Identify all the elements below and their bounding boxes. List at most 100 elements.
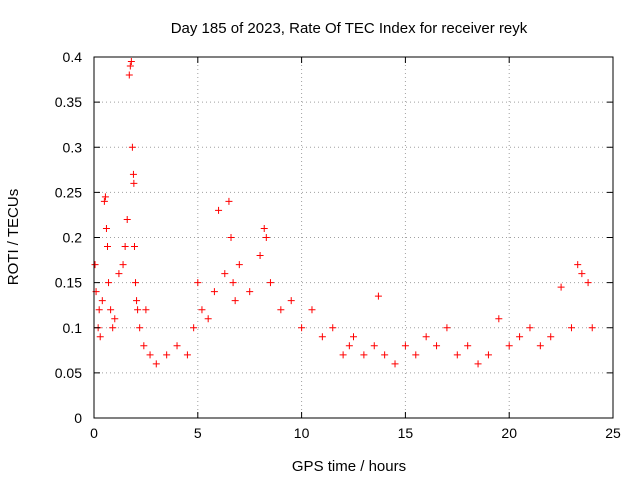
data-point bbox=[132, 279, 140, 287]
data-point bbox=[453, 351, 461, 359]
data-point bbox=[119, 261, 127, 269]
data-point bbox=[345, 342, 353, 350]
x-tick-label: 20 bbox=[501, 425, 517, 441]
data-point bbox=[412, 351, 420, 359]
data-point bbox=[422, 333, 430, 341]
y-tick-label: 0.1 bbox=[63, 320, 83, 336]
data-point bbox=[127, 58, 135, 66]
chart-title: Day 185 of 2023, Rate Of TEC Index for r… bbox=[171, 20, 528, 37]
data-point bbox=[221, 270, 229, 278]
data-point bbox=[125, 71, 133, 79]
data-point bbox=[266, 279, 274, 287]
data-point bbox=[547, 333, 555, 341]
data-point bbox=[260, 224, 268, 232]
data-point bbox=[229, 279, 237, 287]
data-point bbox=[516, 333, 524, 341]
data-point bbox=[126, 62, 134, 70]
data-point bbox=[101, 193, 109, 201]
data-point bbox=[134, 306, 142, 314]
data-point bbox=[262, 234, 270, 241]
data-point bbox=[204, 315, 212, 323]
data-point bbox=[98, 297, 106, 305]
data-point bbox=[360, 351, 368, 359]
data-point bbox=[287, 297, 295, 305]
data-point bbox=[190, 324, 198, 332]
data-point bbox=[227, 234, 235, 241]
data-point bbox=[142, 306, 150, 314]
data-point bbox=[173, 342, 181, 350]
data-point bbox=[567, 324, 575, 332]
x-tick-label: 0 bbox=[90, 425, 98, 441]
data-point bbox=[574, 261, 582, 269]
y-tick-label: 0.35 bbox=[55, 94, 82, 110]
data-point bbox=[474, 360, 482, 368]
data-point bbox=[526, 324, 534, 332]
data-point bbox=[129, 170, 137, 178]
data-point bbox=[391, 360, 399, 368]
data-point bbox=[152, 360, 160, 368]
data-point bbox=[433, 342, 441, 350]
data-point bbox=[111, 315, 119, 323]
data-point bbox=[578, 270, 586, 278]
y-tick-label: 0.05 bbox=[55, 365, 82, 381]
data-point bbox=[557, 283, 565, 291]
x-tick-label: 15 bbox=[398, 425, 414, 441]
data-point bbox=[194, 279, 202, 287]
y-tick-label: 0.15 bbox=[55, 275, 82, 291]
data-point bbox=[246, 288, 254, 296]
data-point bbox=[121, 243, 129, 251]
data-point bbox=[231, 297, 239, 305]
x-tick-label: 25 bbox=[605, 425, 621, 441]
data-point bbox=[536, 342, 544, 350]
data-point bbox=[130, 179, 138, 187]
data-point bbox=[91, 261, 99, 269]
data-point bbox=[146, 351, 154, 359]
data-point bbox=[102, 224, 110, 232]
data-point bbox=[225, 197, 233, 205]
y-tick-label: 0.4 bbox=[63, 49, 83, 65]
data-point bbox=[370, 342, 378, 350]
data-point bbox=[100, 197, 108, 205]
data-point bbox=[277, 306, 285, 314]
data-point bbox=[339, 351, 347, 359]
data-point bbox=[198, 306, 206, 314]
data-point bbox=[256, 252, 264, 260]
data-point bbox=[584, 279, 592, 287]
data-point bbox=[350, 333, 357, 341]
ticks: 0 5 10 15 20 25 0 0.05 0.1 0.15 0.2 0.25 0.3 0.35 0.4 bbox=[55, 49, 621, 441]
data-point bbox=[95, 306, 103, 314]
y-tick-label: 0.3 bbox=[63, 139, 83, 155]
data-point bbox=[130, 243, 138, 251]
data-point bbox=[123, 215, 131, 223]
grid bbox=[94, 57, 613, 418]
data-point bbox=[115, 270, 123, 278]
data-point bbox=[210, 288, 218, 296]
y-axis-label: ROTI / TECUs bbox=[5, 189, 22, 285]
y-tick-label: 0.2 bbox=[63, 230, 83, 246]
data-point bbox=[105, 279, 113, 287]
data-point bbox=[235, 261, 243, 269]
data-point bbox=[96, 333, 104, 341]
data-point bbox=[107, 306, 115, 314]
data-point bbox=[505, 342, 513, 350]
data-point bbox=[464, 342, 472, 350]
data-point bbox=[163, 351, 171, 359]
plot-frame bbox=[93, 56, 614, 419]
data-point bbox=[443, 324, 451, 332]
x-tick-label: 10 bbox=[294, 425, 310, 441]
y-tick-label: 0 bbox=[74, 410, 82, 426]
data-point bbox=[308, 306, 316, 314]
data-point bbox=[128, 143, 136, 151]
data-point bbox=[183, 351, 191, 359]
data-point bbox=[215, 206, 223, 214]
data-point bbox=[401, 342, 409, 350]
data-point bbox=[381, 351, 389, 359]
data-point bbox=[133, 297, 141, 305]
y-tick-label: 0.25 bbox=[55, 184, 82, 200]
data-point bbox=[374, 292, 382, 300]
data-point bbox=[136, 324, 144, 332]
data-point bbox=[588, 324, 596, 332]
data-point bbox=[109, 324, 117, 332]
data-point bbox=[484, 351, 492, 359]
